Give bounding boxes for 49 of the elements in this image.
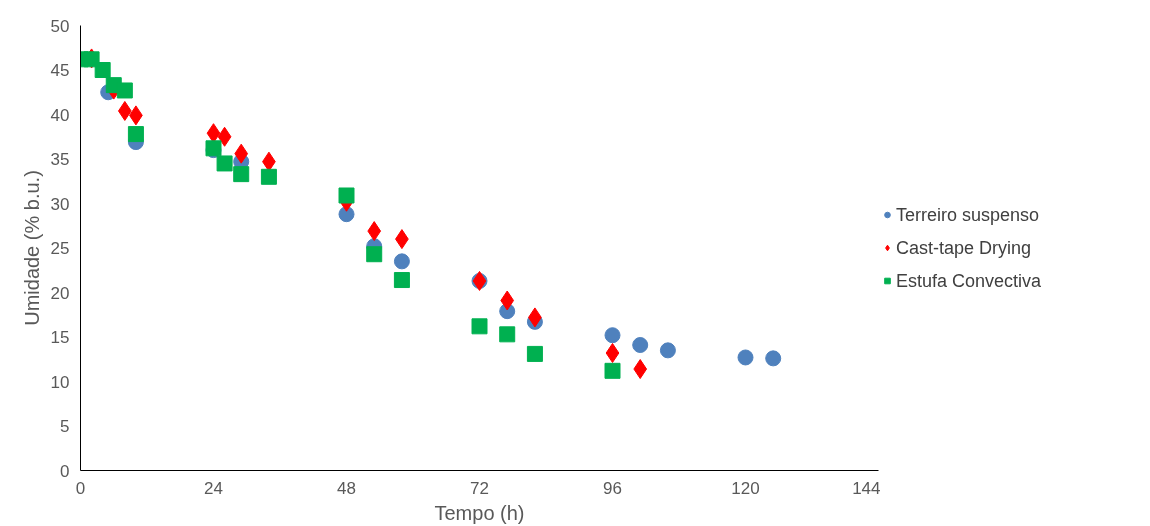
- point: [633, 359, 648, 380]
- point: [393, 272, 410, 289]
- point: [500, 290, 515, 311]
- point: [338, 206, 355, 223]
- x-tick-label: 48: [337, 478, 356, 498]
- legend-label: Estufa Convectiva: [896, 270, 1042, 291]
- point: [499, 326, 516, 343]
- y-tick-label: 35: [50, 150, 70, 169]
- point: [526, 345, 543, 362]
- y-tick-label: 0: [60, 461, 70, 481]
- x-tick-label: 144: [852, 478, 881, 498]
- point: [632, 337, 649, 353]
- point: [216, 155, 233, 172]
- x-tick-label: 96: [603, 478, 622, 498]
- point: [471, 318, 488, 335]
- point: [94, 62, 111, 78]
- y-axis-title: Umidade (% b.u.): [20, 170, 43, 326]
- point: [604, 362, 621, 379]
- legend-label: Terreiro suspenso: [896, 204, 1040, 225]
- y-tick-label: 15: [50, 328, 70, 347]
- point: [605, 343, 620, 364]
- point: [338, 187, 355, 204]
- point: [260, 168, 277, 185]
- x-axis-title: Tempo (h): [434, 501, 525, 524]
- point: [217, 126, 232, 147]
- y-tick-label: 10: [50, 372, 70, 392]
- y-tick-label: 30: [50, 194, 70, 214]
- y-tick-label: 25: [50, 239, 70, 258]
- point: [765, 350, 782, 367]
- x-tick-label: 24: [204, 478, 223, 498]
- point: [366, 246, 383, 263]
- point: [234, 143, 249, 164]
- point: [659, 342, 676, 359]
- y-tick-label: 40: [50, 105, 70, 125]
- point: [233, 166, 250, 183]
- point: [737, 349, 754, 366]
- point: [116, 82, 133, 99]
- y-tick-label: 5: [60, 417, 70, 436]
- x-tick-label: 72: [470, 478, 489, 498]
- point: [367, 221, 382, 242]
- x-tick-label: 120: [731, 478, 760, 498]
- point: [604, 327, 621, 344]
- legend-label: Cast-tape Drying: [896, 237, 1032, 258]
- y-tick-label: 20: [50, 283, 70, 303]
- x-tick-label: 0: [75, 478, 86, 498]
- point: [393, 253, 410, 270]
- y-tick-label: 50: [50, 16, 70, 36]
- y-tick-label: 45: [50, 61, 70, 80]
- point: [127, 126, 144, 143]
